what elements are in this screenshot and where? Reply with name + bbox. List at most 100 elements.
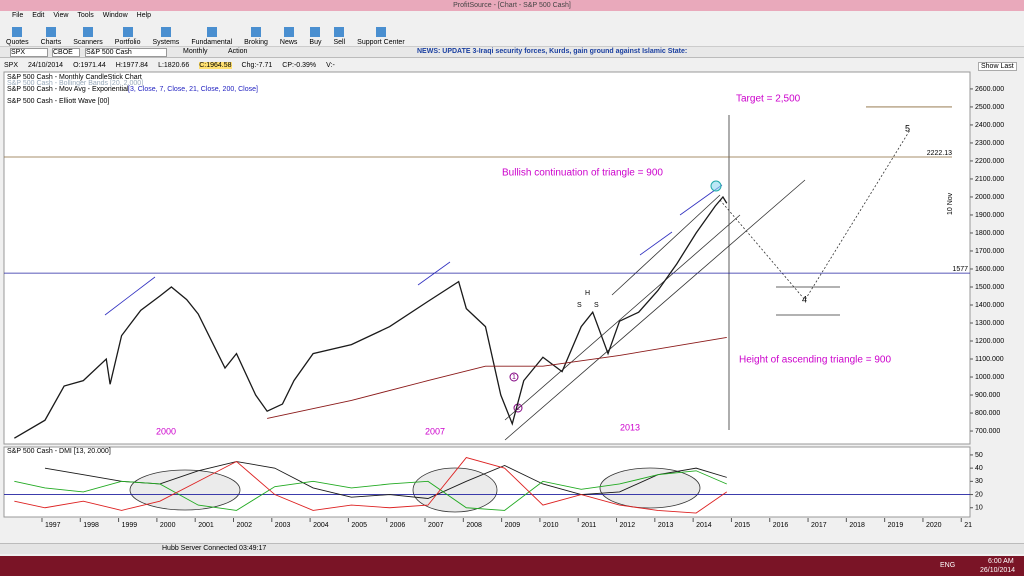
trend-line bbox=[504, 179, 806, 441]
x-tick-label: 2017 bbox=[811, 522, 827, 529]
x-tick-label: 1998 bbox=[83, 522, 99, 529]
x-tick-label: 2007 bbox=[428, 522, 444, 529]
menu-bar: File Edit View Tools Window Help bbox=[2, 12, 151, 22]
show-last-button[interactable]: Show Last bbox=[978, 62, 1017, 71]
elliott-projection bbox=[719, 129, 911, 301]
x-tick-label: 2020 bbox=[926, 522, 942, 529]
toolbar: Quotes Charts Scanners Portfolio Systems Fund… bbox=[0, 23, 1024, 47]
x-tick-label: 2010 bbox=[543, 522, 559, 529]
arrow-line bbox=[104, 276, 156, 316]
menu-item[interactable]: Edit bbox=[32, 12, 45, 19]
period-button[interactable]: Monthly bbox=[183, 48, 208, 55]
y-tick-label: 700.000 bbox=[975, 428, 1000, 435]
series-line bbox=[14, 195, 728, 439]
toolbar-button[interactable]: Charts bbox=[40, 27, 62, 46]
toolbar-button[interactable]: Scanners bbox=[73, 27, 103, 46]
menu-item[interactable]: Tools bbox=[77, 12, 94, 19]
x-tick-label: 2014 bbox=[696, 522, 712, 529]
y-tick-label: 2500.000 bbox=[975, 104, 1004, 111]
annotation: 2013 bbox=[620, 422, 640, 432]
exchange-box[interactable]: CBOE bbox=[52, 48, 80, 57]
price-pane bbox=[3, 71, 971, 445]
y-tick-label: 50 bbox=[975, 452, 983, 459]
quote-field: O:1971.44 bbox=[73, 62, 106, 69]
highlight-ellipse bbox=[599, 467, 701, 509]
toolbar-button[interactable]: Buy bbox=[309, 27, 322, 46]
status-bar: Hubb Server Connected 03:49:17 bbox=[0, 543, 1024, 554]
annotation: 2 bbox=[516, 405, 520, 412]
x-tick-label: 2008 bbox=[466, 522, 482, 529]
action-button[interactable]: Action bbox=[228, 48, 248, 55]
annotation: 2000 bbox=[156, 426, 176, 436]
level-label: 2222.13 bbox=[927, 150, 952, 157]
annotation: Height of ascending triangle = 900 bbox=[739, 355, 891, 366]
status-text: Hubb Server Connected 03:49:17 bbox=[162, 545, 267, 552]
annotation: 2007 bbox=[425, 426, 445, 436]
y-tick-label: 2600.000 bbox=[975, 86, 1004, 93]
highlight-ellipse bbox=[412, 467, 498, 513]
y-tick-label: 2000.000 bbox=[975, 194, 1004, 201]
legend-line: S&P 500 Cash - Monthly CandleStick Chart bbox=[7, 74, 142, 81]
toolbar-button[interactable]: News bbox=[279, 27, 298, 46]
x-tick-label: 2019 bbox=[888, 522, 904, 529]
toolbar-button[interactable]: Support Center bbox=[357, 27, 405, 46]
annotation: S bbox=[594, 302, 599, 309]
arrow-line bbox=[639, 231, 673, 256]
window-title: ProfitSource - [Chart - S&P 500 Cash] bbox=[453, 2, 571, 9]
wave-marker bbox=[509, 372, 519, 382]
trend-line bbox=[504, 214, 741, 421]
annotation: 4 bbox=[802, 294, 807, 304]
quote-field: C:1964.58 bbox=[199, 62, 232, 69]
menu-item[interactable]: View bbox=[53, 12, 69, 19]
y-tick-label: 20 bbox=[975, 491, 983, 498]
x-tick-label: 2011 bbox=[581, 522, 596, 529]
x-tick-label: 2009 bbox=[505, 522, 521, 529]
clock-date[interactable]: 26/10/2014 bbox=[980, 567, 1016, 574]
trend-line bbox=[611, 194, 721, 296]
legend-line: [3, Close, 7, Close, 21, Close, 200, Clo… bbox=[128, 86, 258, 93]
menu-item[interactable]: Window bbox=[102, 12, 128, 19]
series-line bbox=[267, 336, 727, 419]
security-box[interactable]: S&P 500 Cash bbox=[85, 48, 167, 57]
clock-time[interactable]: 6:00 AM bbox=[988, 558, 1014, 565]
quote-field: L:1820.66 bbox=[158, 62, 190, 69]
series-line bbox=[14, 457, 728, 514]
annotation: 5 bbox=[905, 123, 910, 133]
title-bar: ProfitSource - [Chart - S&P 500 Cash] bbox=[0, 0, 1024, 11]
annotation: S bbox=[577, 302, 582, 309]
drawing-tools bbox=[104, 115, 911, 513]
y-tick-label: 1100.000 bbox=[975, 356, 1004, 363]
news-ticker[interactable]: NEWS: UPDATE 3-Iraqi security forces, Ku… bbox=[417, 48, 688, 55]
y-tick-label: 1900.000 bbox=[975, 212, 1004, 219]
y-tick-label: 2300.000 bbox=[975, 140, 1004, 147]
toolbar-button[interactable]: Sell bbox=[333, 27, 346, 46]
language[interactable]: ENG bbox=[940, 562, 956, 569]
quote-info: SPX 24/10/2014 O:1971.44 H:1977.84 L:1820.66… bbox=[4, 62, 335, 69]
annotation: H bbox=[585, 290, 590, 297]
y-tick-label: 1500.000 bbox=[975, 284, 1004, 291]
pane-title: S&P 500 Cash - DMI [13, 20.000] bbox=[7, 448, 111, 455]
taskbar: ENG 6:00 AM 26/10/2014 bbox=[0, 556, 1024, 576]
x-tick-label: 2001 bbox=[198, 522, 214, 529]
menu-item[interactable]: Help bbox=[136, 12, 152, 19]
y-tick-label: 2100.000 bbox=[975, 176, 1004, 183]
quote-field: Chg:-7.71 bbox=[241, 62, 273, 69]
symbol-box[interactable]: SPX bbox=[10, 48, 48, 57]
toolbar-button[interactable]: Fundamental bbox=[191, 27, 233, 46]
symbol-bar: SPX CBOE S&P 500 Cash Monthly Action NEW… bbox=[0, 47, 1024, 58]
x-tick-label: 21 bbox=[964, 522, 972, 529]
series-line bbox=[14, 470, 727, 511]
toolbar-button[interactable]: Portfolio bbox=[114, 27, 141, 46]
toolbar-button[interactable]: Quotes bbox=[6, 27, 29, 46]
y-tick-label: 10 bbox=[975, 505, 983, 512]
x-tick-label: 2012 bbox=[620, 522, 636, 529]
menu-item[interactable]: File bbox=[12, 12, 24, 19]
y-tick-label: 1000.000 bbox=[975, 374, 1004, 381]
toolbar-button[interactable]: Broking bbox=[244, 27, 268, 46]
x-tick-label: 2003 bbox=[275, 522, 291, 529]
x-tick-label: 2018 bbox=[849, 522, 865, 529]
toolbar-button[interactable]: Systems bbox=[152, 27, 180, 46]
y-tick-label: 800.000 bbox=[975, 410, 1000, 417]
y-tick-label: 1200.000 bbox=[975, 338, 1004, 345]
y-tick-label: 2400.000 bbox=[975, 122, 1004, 129]
